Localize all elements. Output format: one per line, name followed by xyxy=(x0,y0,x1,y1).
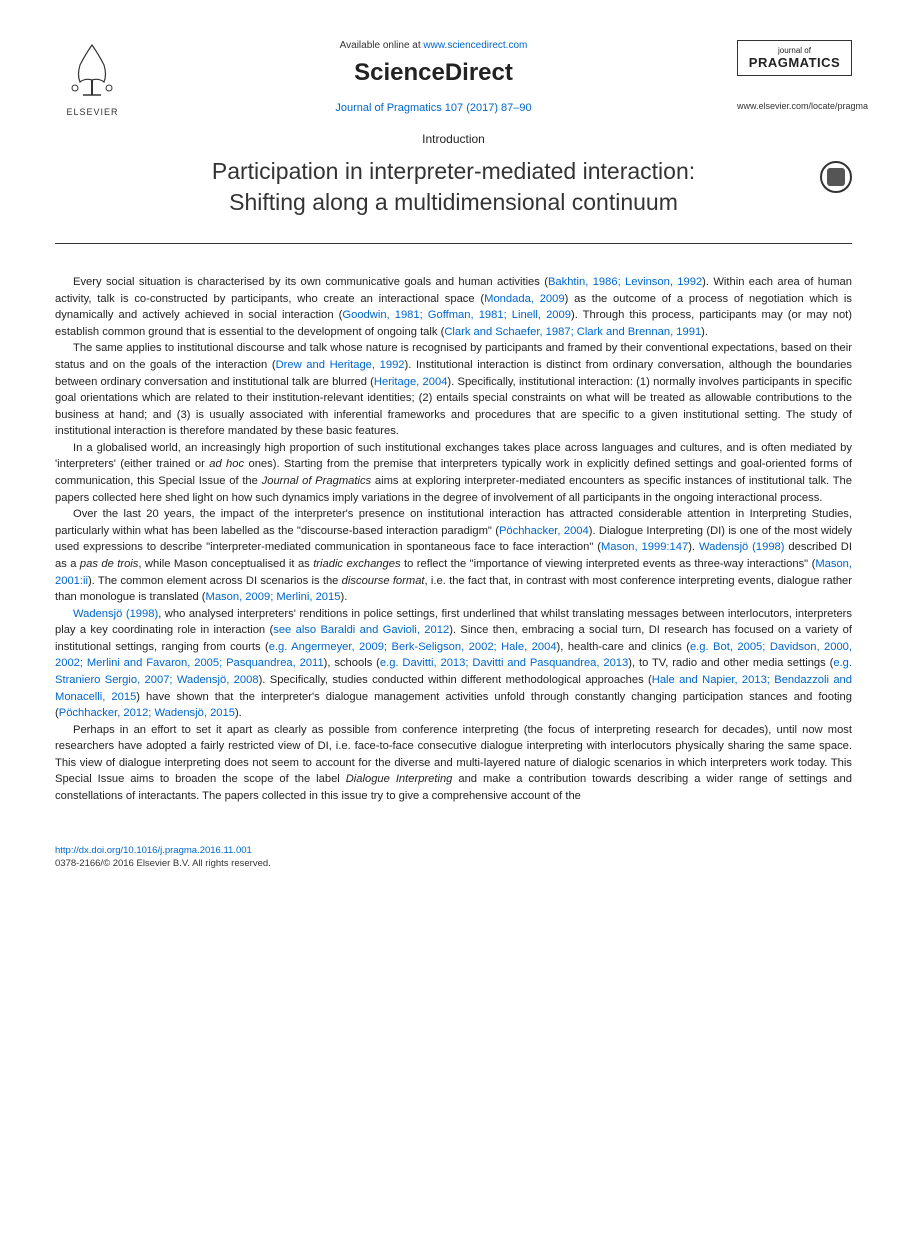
elsevier-label: ELSEVIER xyxy=(55,107,130,117)
crossmark-icon[interactable] xyxy=(820,161,852,193)
title-line2: Shifting along a multidimensional contin… xyxy=(229,189,678,215)
article-body: Every social situation is characterised … xyxy=(55,274,852,805)
paragraph-4: Over the last 20 years, the impact of th… xyxy=(55,506,852,605)
journal-logo-line1: journal of xyxy=(743,46,846,55)
elsevier-logo: ELSEVIER xyxy=(55,40,130,117)
center-header: Available online at www.sciencedirect.co… xyxy=(130,40,737,114)
page-footer: http://dx.doi.org/10.1016/j.pragma.2016.… xyxy=(55,845,852,869)
article-title: Participation in interpreter-mediated in… xyxy=(55,156,852,218)
sciencedirect-url[interactable]: www.sciencedirect.com xyxy=(423,40,527,51)
page-header: ELSEVIER Available online at www.science… xyxy=(55,40,852,117)
journal-reference[interactable]: Journal of Pragmatics 107 (2017) 87–90 xyxy=(150,102,717,114)
paragraph-3: In a globalised world, an increasingly h… xyxy=(55,440,852,506)
copyright-text: 0378-2166/© 2016 Elsevier B.V. All right… xyxy=(55,858,852,869)
sciencedirect-logo: ScienceDirect xyxy=(150,59,717,87)
available-online: Available online at www.sciencedirect.co… xyxy=(150,40,717,51)
elsevier-tree-icon xyxy=(65,40,120,100)
journal-logo-line2: PRAGMATICS xyxy=(743,55,846,70)
available-prefix: Available online at xyxy=(340,40,424,51)
paragraph-1: Every social situation is characterised … xyxy=(55,274,852,340)
paragraph-5: Wadensjö (1998), who analysed interprete… xyxy=(55,606,852,722)
title-line1: Participation in interpreter-mediated in… xyxy=(212,158,695,184)
paragraph-6: Perhaps in an effort to set it apart as … xyxy=(55,722,852,805)
journal-logo-area: journal of PRAGMATICS www.elsevier.com/l… xyxy=(737,40,852,111)
title-row: Participation in interpreter-mediated in… xyxy=(55,156,852,218)
journal-url[interactable]: www.elsevier.com/locate/pragma xyxy=(737,101,852,111)
title-divider xyxy=(55,243,852,244)
section-label: Introduction xyxy=(55,132,852,146)
doi-link[interactable]: http://dx.doi.org/10.1016/j.pragma.2016.… xyxy=(55,845,252,856)
crossmark-inner-icon xyxy=(827,168,845,186)
journal-logo-box: journal of PRAGMATICS xyxy=(737,40,852,76)
paragraph-2: The same applies to institutional discou… xyxy=(55,340,852,439)
